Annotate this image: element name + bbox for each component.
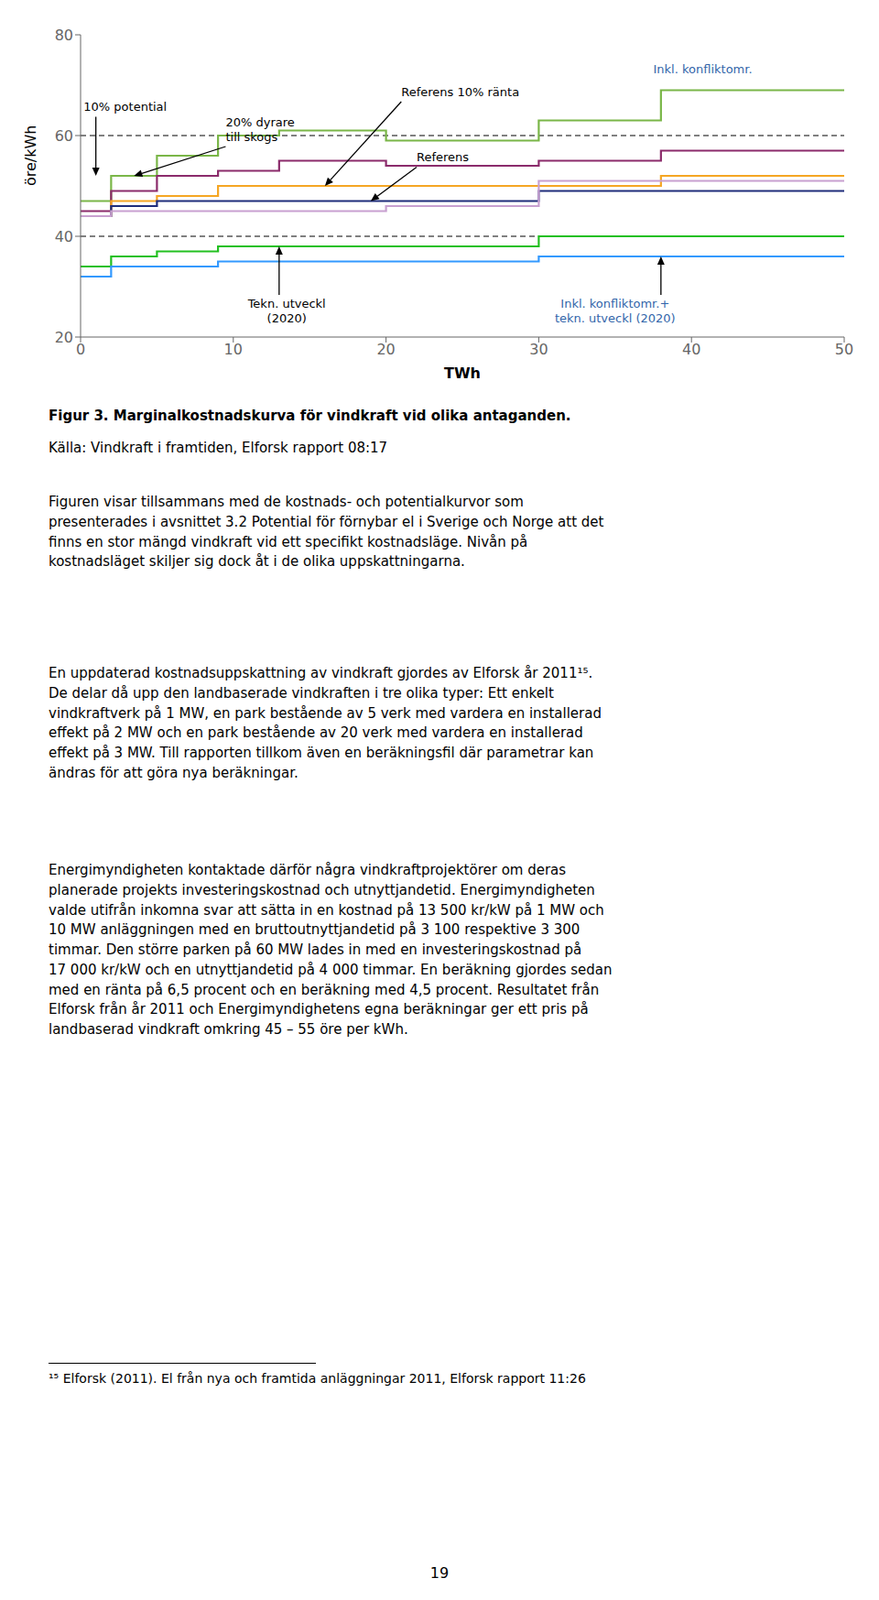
html-text:Källa: Vindkraft i framtiden,: Källa: Vindkraft i framtiden, Elforsk ra… <box>48 439 388 456</box>
svg-text:80: 80 <box>54 26 74 44</box>
svg-text:10: 10 <box>224 340 243 359</box>
svg-text:Tekn. utveckl(2020): Tekn. utveckl(2020) <box>247 296 326 326</box>
svg-text:20% dyraretill skogs: 20% dyraretill skogs <box>225 115 294 144</box>
svg-text:40: 40 <box>54 227 74 246</box>
svg-text:40: 40 <box>682 340 701 359</box>
svg-text:öre/kWh: öre/kWh <box>21 125 40 186</box>
svg-text:0: 0 <box>75 340 86 359</box>
html-text:Figuren visar tillsammans med: Figuren visar tillsammans med de kostnad… <box>48 493 604 570</box>
svg-text:20: 20 <box>376 340 395 359</box>
svg-text:20: 20 <box>54 328 74 347</box>
svg-text:Referens: Referens <box>416 150 469 164</box>
html-text:Figur 3. Marginalkostnadskurva: Figur 3. Marginalkostnadskurva för vindk… <box>48 407 571 424</box>
svg-text:TWh: TWh <box>444 364 481 382</box>
html-text:19: 19 <box>430 1563 449 1582</box>
svg-text:30: 30 <box>529 340 548 359</box>
svg-text:50: 50 <box>835 340 854 359</box>
svg-text:10% potential: 10% potential <box>83 99 167 114</box>
svg-text:Referens 10% ränta: Referens 10% ränta <box>401 85 520 99</box>
svg-text:Inkl. konfliktomr.+tekn. utvec: Inkl. konfliktomr.+tekn. utveckl (2020) <box>554 296 676 326</box>
svg-text:60: 60 <box>54 127 74 145</box>
svg-text:Inkl. konfliktomr.: Inkl. konfliktomr. <box>653 62 753 76</box>
html-text:Energimyndigheten kontaktade d: Energimyndigheten kontaktade därför någr… <box>48 861 613 1038</box>
html-text:En uppdaterad kostnadsuppskatt: En uppdaterad kostnadsuppskattning av vi… <box>48 664 602 781</box>
html-text:¹⁵ Elforsk (2011). El från nya: ¹⁵ Elforsk (2011). El från nya och framt… <box>48 1370 586 1386</box>
